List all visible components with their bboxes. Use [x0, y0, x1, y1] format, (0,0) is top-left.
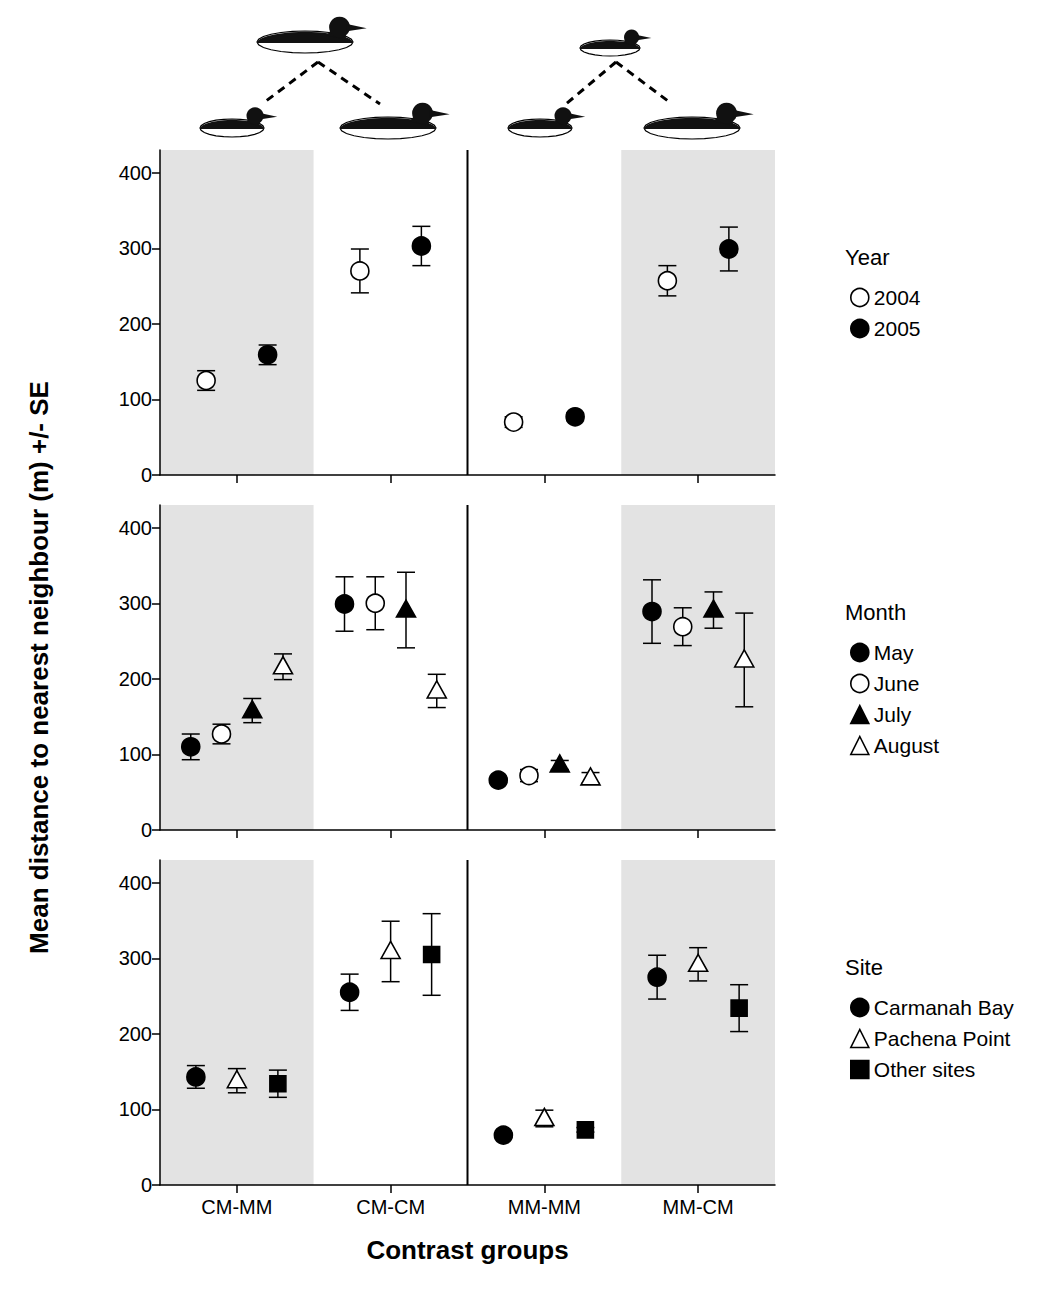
svg-text:MM-MM: MM-MM — [508, 1196, 581, 1218]
svg-text:200: 200 — [119, 313, 152, 335]
svg-text:300: 300 — [119, 237, 152, 259]
svg-text:400: 400 — [119, 517, 152, 539]
svg-text:Month: Month — [845, 600, 906, 625]
svg-text:2005: 2005 — [874, 317, 921, 340]
svg-text:June: June — [874, 672, 920, 695]
svg-text:Pachena Point: Pachena Point — [874, 1027, 1011, 1050]
svg-text:Other sites: Other sites — [874, 1058, 976, 1081]
svg-text:Carmanah Bay: Carmanah Bay — [874, 996, 1015, 1019]
svg-text:Site: Site — [845, 955, 883, 980]
svg-text:CM-MM: CM-MM — [201, 1196, 272, 1218]
svg-text:100: 100 — [119, 388, 152, 410]
svg-text:400: 400 — [119, 872, 152, 894]
svg-text:Year: Year — [845, 245, 889, 270]
svg-text:2004: 2004 — [874, 286, 921, 309]
svg-text:August: August — [874, 734, 940, 757]
svg-text:Contrast groups: Contrast groups — [366, 1235, 568, 1265]
svg-text:300: 300 — [119, 592, 152, 614]
svg-text:0: 0 — [141, 819, 152, 841]
svg-text:0: 0 — [141, 464, 152, 486]
svg-text:300: 300 — [119, 947, 152, 969]
svg-text:400: 400 — [119, 162, 152, 184]
svg-text:200: 200 — [119, 668, 152, 690]
svg-text:0: 0 — [141, 1174, 152, 1196]
svg-text:200: 200 — [119, 1023, 152, 1045]
svg-text:Mean distance to nearest neigh: Mean distance to nearest neighbour (m) +… — [24, 381, 54, 954]
svg-text:100: 100 — [119, 743, 152, 765]
svg-text:CM-CM: CM-CM — [356, 1196, 425, 1218]
svg-text:100: 100 — [119, 1098, 152, 1120]
svg-text:July: July — [874, 703, 912, 726]
svg-text:May: May — [874, 641, 914, 664]
svg-text:MM-CM: MM-CM — [663, 1196, 734, 1218]
